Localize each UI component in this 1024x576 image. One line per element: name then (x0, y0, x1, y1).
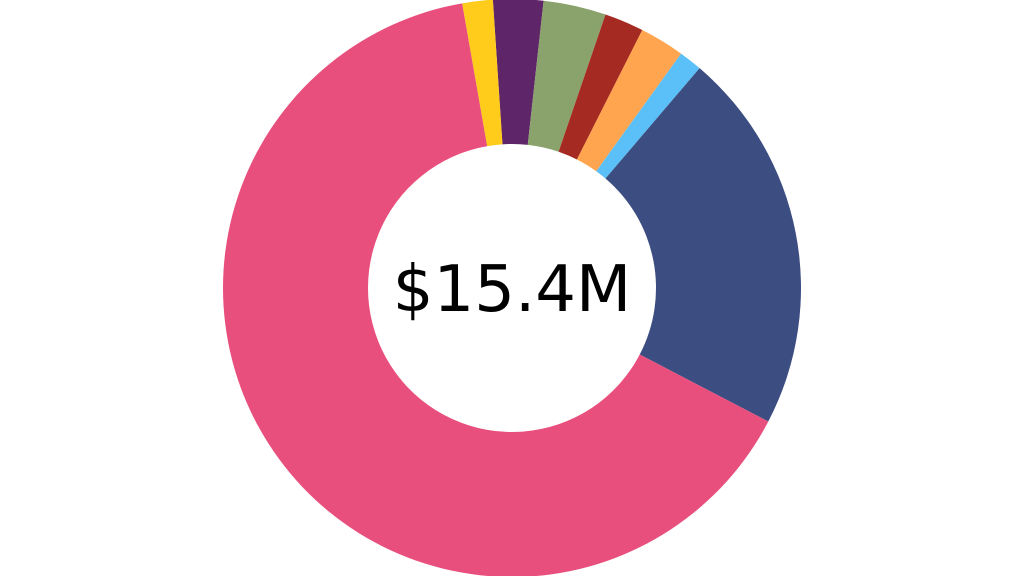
donut-slice-2 (527, 0, 606, 152)
donut-slice-5 (596, 53, 700, 179)
donut-slice-6 (605, 68, 801, 422)
donut-slice-3 (558, 14, 643, 160)
donut-slice-8 (462, 0, 503, 147)
slices-group (223, 0, 801, 576)
donut-slice-1 (492, 0, 544, 145)
center-total-label: $15.4M (392, 253, 632, 327)
donut-slice-4 (576, 30, 682, 172)
donut-slice-7 (223, 3, 769, 576)
